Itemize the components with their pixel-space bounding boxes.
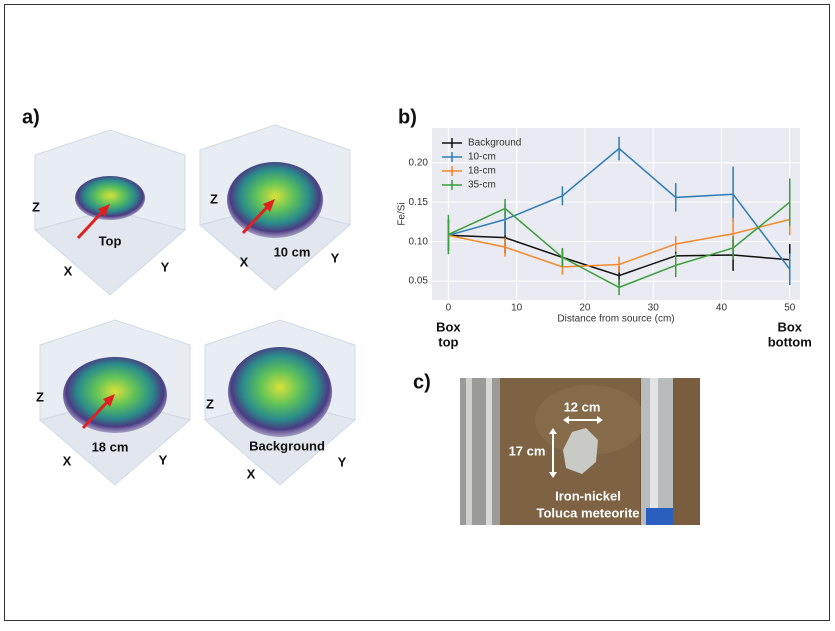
volume-plot <box>38 319 192 486</box>
arrow-head <box>263 199 275 212</box>
arrow <box>241 203 271 235</box>
panel-label: b) <box>398 106 417 128</box>
x-axis-label: Distance from source (cm) <box>557 314 674 325</box>
volume-blob <box>227 162 323 238</box>
x-tick-label: 50 <box>784 303 796 314</box>
axis-label: Z <box>206 396 214 411</box>
height-label: 17 cm <box>509 443 546 458</box>
x-tick-label: 20 <box>579 303 591 314</box>
x-tick-label: 40 <box>716 303 728 314</box>
caption: Toluca meteorite <box>536 505 639 520</box>
legend-label: Background <box>468 138 521 149</box>
volume-plot <box>33 129 187 296</box>
arrow <box>76 208 106 240</box>
y-tick-label: 0.15 <box>409 197 429 208</box>
panel-b: 0.05 0.10 0.15 0.20 0 10 20 30 40 50 Distance from… <box>397 128 812 349</box>
y-tick-label: 0.10 <box>409 236 429 247</box>
plot-label: Background <box>249 438 325 453</box>
annotation: Box <box>436 319 461 334</box>
axis-label: Z <box>32 199 40 214</box>
axis-label: Y <box>331 250 340 265</box>
x-tick-label: 30 <box>648 303 660 314</box>
y-tick-label: 0.05 <box>409 276 429 287</box>
plot-label: 10 cm <box>274 244 311 259</box>
caption: Iron-nickel <box>555 488 621 503</box>
plot-label: Top <box>99 233 122 248</box>
axis-label: Z <box>210 191 218 206</box>
volume-blob <box>75 176 145 220</box>
axis-label: X <box>247 466 256 481</box>
volume-plot <box>203 319 357 486</box>
volume-blob <box>63 357 167 433</box>
frame <box>4 4 830 621</box>
axis-label: X <box>240 254 249 269</box>
volume-plot <box>198 124 352 291</box>
axis-label: X <box>64 263 73 278</box>
arrow <box>81 398 111 430</box>
annotation: bottom <box>768 334 812 349</box>
panel-label: c) <box>413 371 431 393</box>
arrow-head <box>98 204 110 217</box>
volume-blob <box>228 347 332 437</box>
legend-label: 35-cm <box>468 180 496 191</box>
x-tick-label: 0 <box>446 303 452 314</box>
cube-floor <box>33 209 187 296</box>
legend-label: 18-cm <box>468 166 496 177</box>
legend-label: 10-cm <box>468 152 496 163</box>
axis-label: Y <box>159 452 168 467</box>
annotation: top <box>438 334 458 349</box>
axis-label: X <box>63 453 72 468</box>
y-axis-label: Fe/Si <box>397 202 408 225</box>
x-tick-label: 10 <box>511 303 523 314</box>
axis-label: Y <box>338 454 347 469</box>
legend: Background 10-cm 18-cm 35-cm <box>442 138 521 191</box>
y-tick-label: 0.20 <box>409 157 429 168</box>
width-label: 12 cm <box>564 399 601 414</box>
panel-label: a) <box>22 106 40 128</box>
axis-label: Z <box>36 389 44 404</box>
arrow-head <box>103 394 115 407</box>
panel-a: Top Z X Y 10 cm Z X Y 18 cm Z X Y Background Z X Y <box>32 124 357 486</box>
panel-c-photo <box>460 378 700 525</box>
axis-label: Y <box>161 259 170 274</box>
plot-label: 18 cm <box>92 439 129 454</box>
annotation: Box <box>777 319 802 334</box>
